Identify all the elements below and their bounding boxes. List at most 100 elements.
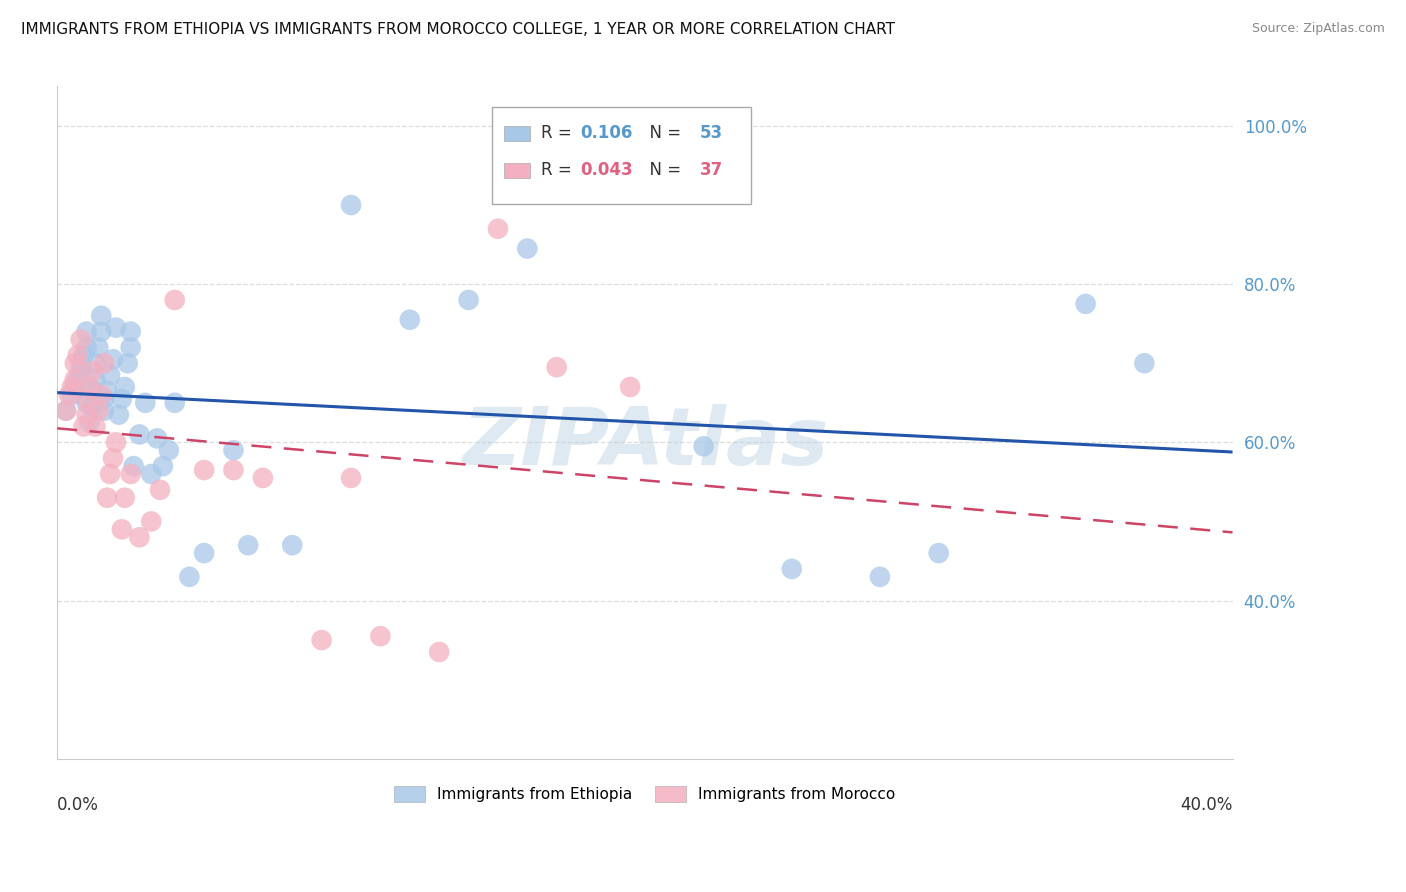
Point <box>101 352 124 367</box>
Point <box>281 538 304 552</box>
Point <box>55 403 77 417</box>
Point <box>82 364 104 378</box>
Text: N =: N = <box>638 124 686 143</box>
Point <box>370 629 392 643</box>
Text: 53: 53 <box>700 124 723 143</box>
Point <box>128 530 150 544</box>
Point <box>82 400 104 414</box>
Point <box>398 312 420 326</box>
Point <box>98 467 121 481</box>
Point <box>76 408 98 422</box>
Point <box>111 392 134 406</box>
Text: 0.043: 0.043 <box>581 161 633 179</box>
Point <box>69 356 91 370</box>
Point <box>84 419 107 434</box>
Point <box>486 221 509 235</box>
Point <box>76 325 98 339</box>
Text: IMMIGRANTS FROM ETHIOPIA VS IMMIGRANTS FROM MOROCCO COLLEGE, 1 YEAR OR MORE CORR: IMMIGRANTS FROM ETHIOPIA VS IMMIGRANTS F… <box>21 22 896 37</box>
Point <box>82 384 104 398</box>
Point <box>93 356 115 370</box>
Point <box>108 408 131 422</box>
Point <box>117 356 139 370</box>
Point <box>76 340 98 354</box>
Point <box>546 360 568 375</box>
Point <box>76 392 98 406</box>
Point <box>163 293 186 307</box>
Text: R =: R = <box>541 161 578 179</box>
Text: R =: R = <box>541 124 578 143</box>
Point <box>63 380 86 394</box>
Point <box>90 388 112 402</box>
Point <box>340 198 363 212</box>
FancyBboxPatch shape <box>503 126 530 141</box>
Point <box>427 645 450 659</box>
Text: 0.0%: 0.0% <box>58 796 98 814</box>
Point <box>149 483 172 497</box>
FancyBboxPatch shape <box>492 106 751 204</box>
Point <box>90 309 112 323</box>
Point <box>193 463 215 477</box>
Point <box>340 471 363 485</box>
Point <box>122 459 145 474</box>
Point <box>222 443 245 458</box>
Point <box>146 431 169 445</box>
Point <box>179 570 201 584</box>
Point <box>141 515 163 529</box>
FancyBboxPatch shape <box>503 163 530 178</box>
Legend: Immigrants from Ethiopia, Immigrants from Morocco: Immigrants from Ethiopia, Immigrants fro… <box>388 780 901 808</box>
Point <box>66 348 89 362</box>
Point <box>869 570 891 584</box>
Point <box>60 380 83 394</box>
Point <box>93 403 115 417</box>
Point <box>238 538 260 552</box>
Point <box>90 325 112 339</box>
Point <box>692 439 714 453</box>
Point <box>111 522 134 536</box>
Point <box>114 491 136 505</box>
Point <box>128 427 150 442</box>
Point <box>72 348 94 362</box>
Point <box>66 372 89 386</box>
Point <box>311 633 333 648</box>
Point <box>84 372 107 386</box>
Point <box>93 392 115 406</box>
Point <box>120 340 142 354</box>
Point <box>134 396 156 410</box>
Point <box>96 491 118 505</box>
Point <box>69 364 91 378</box>
Text: N =: N = <box>638 161 686 179</box>
Point <box>76 396 98 410</box>
Point <box>780 562 803 576</box>
Point <box>928 546 950 560</box>
Point <box>79 380 101 394</box>
Point <box>101 451 124 466</box>
Point <box>98 368 121 383</box>
Point <box>193 546 215 560</box>
Point <box>114 380 136 394</box>
Point <box>87 340 110 354</box>
Point <box>141 467 163 481</box>
Point <box>55 403 77 417</box>
Point <box>79 416 101 430</box>
Point <box>252 471 274 485</box>
Point <box>63 356 86 370</box>
Point <box>619 380 641 394</box>
Point <box>152 459 174 474</box>
Point <box>72 419 94 434</box>
Point <box>63 372 86 386</box>
Point <box>516 242 538 256</box>
Point <box>96 384 118 398</box>
Point <box>120 467 142 481</box>
Point <box>104 320 127 334</box>
Point <box>87 403 110 417</box>
Point <box>58 388 80 402</box>
Point <box>84 356 107 370</box>
Text: 0.106: 0.106 <box>581 124 633 143</box>
Point <box>222 463 245 477</box>
Point <box>69 333 91 347</box>
Point <box>120 325 142 339</box>
Point <box>157 443 180 458</box>
Text: 40.0%: 40.0% <box>1180 796 1233 814</box>
Point <box>1074 297 1097 311</box>
Point <box>163 396 186 410</box>
